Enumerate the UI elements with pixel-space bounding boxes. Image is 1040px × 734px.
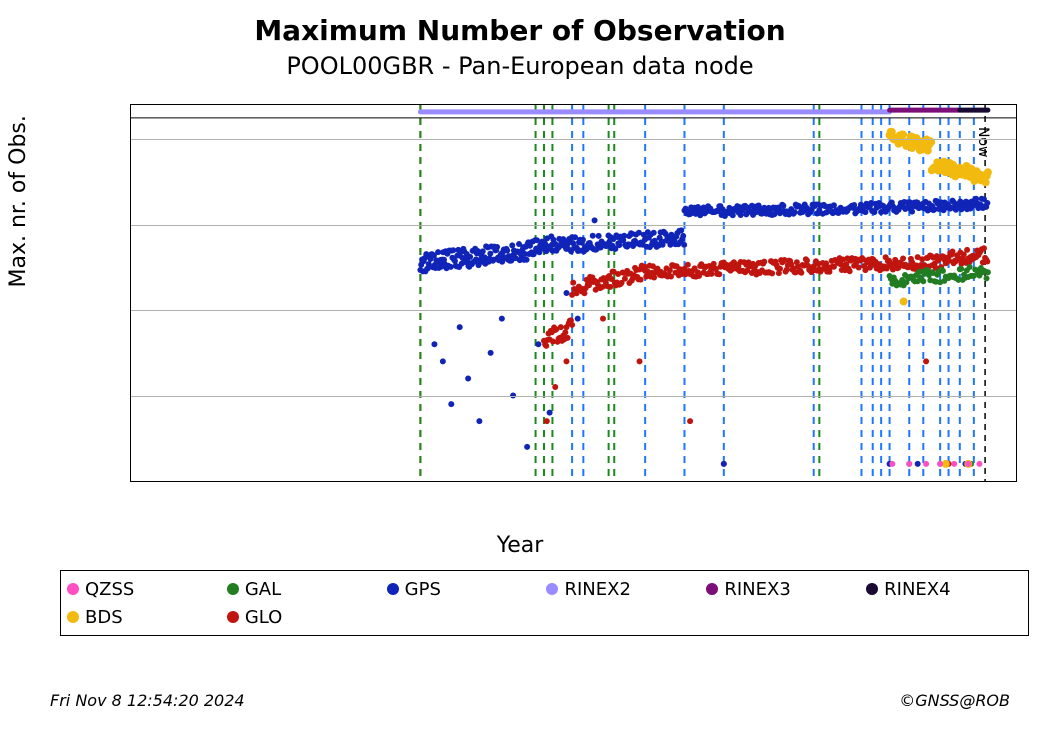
legend-label: BDS xyxy=(85,607,123,628)
chart-subtitle: POOL00GBR - Pan-European data node xyxy=(0,52,1040,80)
legend-swatch xyxy=(67,611,79,623)
legend-item-rinex2: RINEX2 xyxy=(546,579,702,600)
gridline xyxy=(131,139,1016,140)
legend-item-qzss: QZSS xyxy=(67,579,223,600)
legend-item-gps: GPS xyxy=(387,579,543,600)
legend-item-rinex3: RINEX3 xyxy=(706,579,862,600)
legend-label: QZSS xyxy=(85,579,134,600)
y-axis-label: Max. nr. of Obs. xyxy=(6,115,31,287)
legend-swatch xyxy=(227,583,239,595)
footer-timestamp: Fri Nov 8 12:54:20 2024 xyxy=(50,691,245,710)
legend-swatch xyxy=(866,583,878,595)
legend-label: GAL xyxy=(245,579,281,600)
x-tick xyxy=(960,481,961,482)
legend-swatch xyxy=(706,583,718,595)
legend-label: RINEX4 xyxy=(884,579,950,600)
y-tick xyxy=(130,396,131,397)
x-tick xyxy=(173,481,174,482)
gridline xyxy=(131,225,1016,226)
y-tick xyxy=(130,139,131,140)
y-tick xyxy=(130,310,131,311)
plot-area: Now 100002000030000400001996200020042008… xyxy=(130,104,1017,482)
x-tick xyxy=(623,481,624,482)
legend-swatch xyxy=(387,583,399,595)
x-tick xyxy=(398,481,399,482)
gridline xyxy=(131,310,1016,311)
x-tick xyxy=(847,481,848,482)
now-label: Now xyxy=(975,127,991,158)
legend-item-bds: BDS xyxy=(67,607,223,628)
legend-swatch xyxy=(546,583,558,595)
x-tick xyxy=(735,481,736,482)
legend-item-rinex4: RINEX4 xyxy=(866,579,1022,600)
x-tick xyxy=(286,481,287,482)
legend-item-glo: GLO xyxy=(227,607,383,628)
x-tick xyxy=(510,481,511,482)
footer-credit: ©GNSS@ROB xyxy=(899,691,1010,710)
legend-label: RINEX2 xyxy=(564,579,630,600)
x-axis-label: Year xyxy=(0,533,1040,558)
legend-label: GLO xyxy=(245,607,283,628)
legend: QZSS GAL GPS RINEX2 RINEX3 RINEX4 BDS GLO xyxy=(60,570,1029,636)
legend-swatch xyxy=(67,583,79,595)
plot-svg xyxy=(131,105,1016,481)
legend-item-gal: GAL xyxy=(227,579,383,600)
y-tick xyxy=(130,225,131,226)
chart-title: Maximum Number of Observation xyxy=(0,14,1040,47)
gridline xyxy=(131,396,1016,397)
legend-label: GPS xyxy=(405,579,441,600)
legend-label: RINEX3 xyxy=(724,579,790,600)
legend-swatch xyxy=(227,611,239,623)
